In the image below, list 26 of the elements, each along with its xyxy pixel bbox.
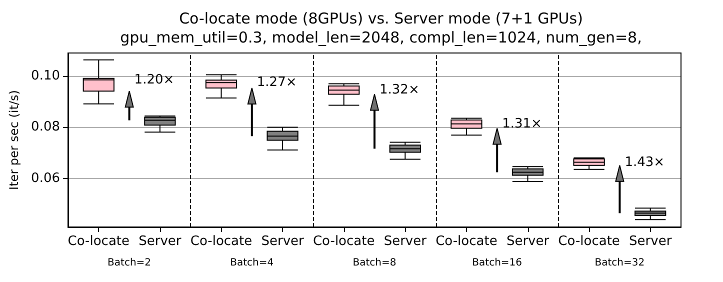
text: Batch=4 <box>230 258 274 268</box>
x-tick-label: Server <box>506 234 550 249</box>
y-tick-label: 0.06 <box>31 170 60 186</box>
text: Batch=16 <box>472 258 522 268</box>
text: Batch=32 <box>594 258 645 268</box>
x-tick-label: Co-locate <box>68 234 130 249</box>
annotation: 1.43× <box>624 154 665 170</box>
x-tick-label: Server <box>261 234 305 249</box>
annotation: 1.27× <box>256 75 297 90</box>
y-axis-title: Iter per sec (it/s) <box>7 90 21 190</box>
annotation: 1.31× <box>502 116 542 132</box>
y-tick-label: 0.10 <box>31 68 60 84</box>
annotation: 1.20× <box>134 72 174 88</box>
x-tick-label: Server <box>384 234 428 249</box>
text: Batch=8 <box>352 258 396 268</box>
chart-subtitle: gpu_mem_util=0.3, model_len=2048, compl_len=1024, num_gen=8, <box>120 28 642 46</box>
x-tick-label: Co-locate <box>312 234 375 249</box>
x-tick-label: Server <box>138 234 182 249</box>
annotation: 1.32× <box>380 82 420 98</box>
y-tick-label: 0.08 <box>31 120 60 135</box>
x-tick-label: Co-locate <box>436 234 498 249</box>
text: Batch=2 <box>108 258 152 268</box>
x-tick-label: Co-locate <box>190 234 252 249</box>
x-tick-label: Co-locate <box>558 234 620 249</box>
x-tick-label: Server <box>629 234 672 249</box>
chart-title: Co-locate mode (8GPUs) vs. Server mode (7+1 GPUs) <box>179 10 583 28</box>
